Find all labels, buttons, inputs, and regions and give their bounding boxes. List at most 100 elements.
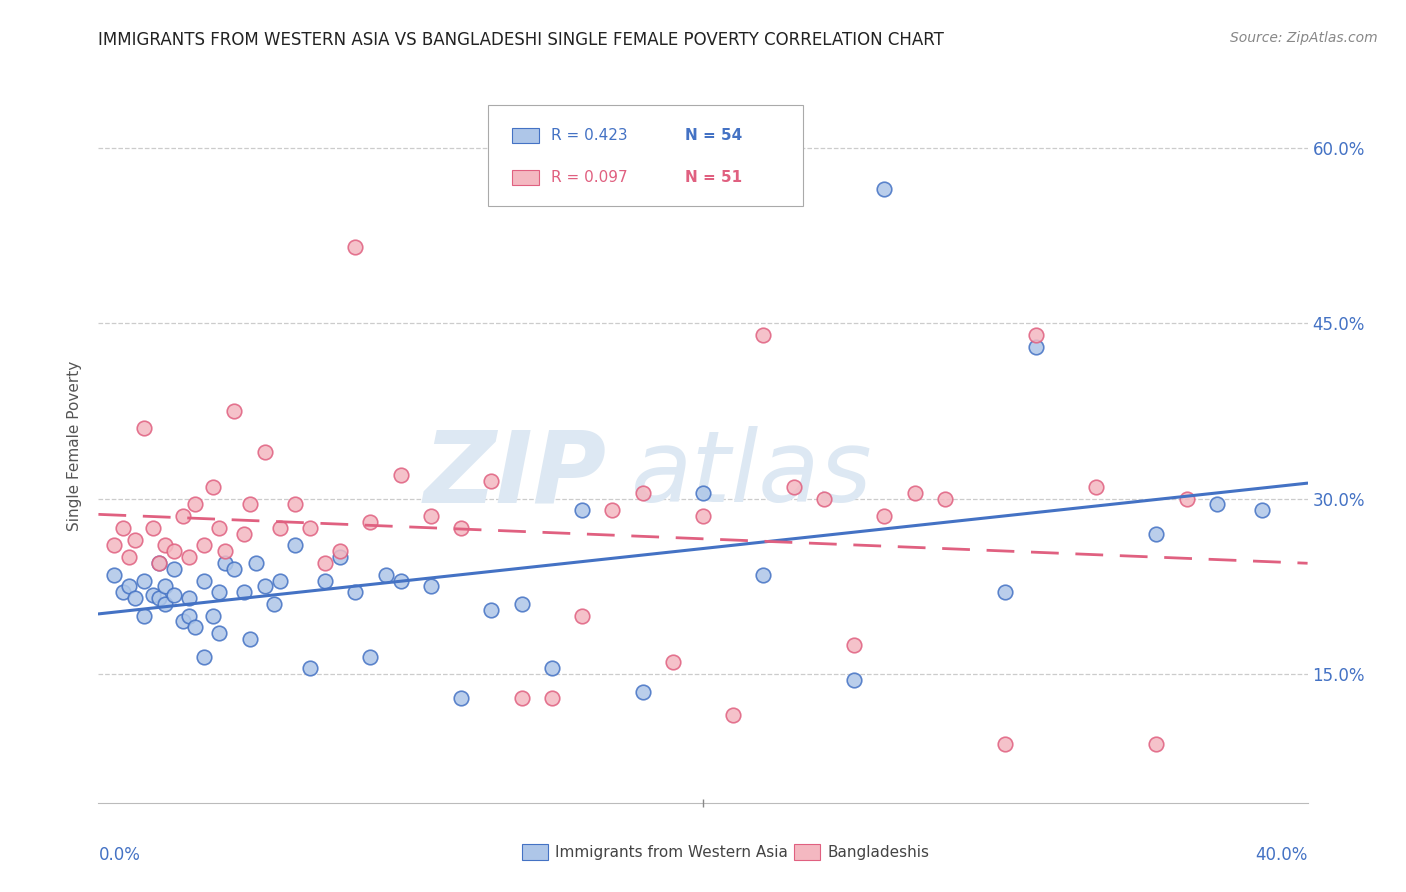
Point: [142, 588, 165, 602]
Point: [179, 550, 201, 565]
Point: [253, 445, 276, 459]
Point: [602, 503, 624, 517]
Point: [193, 649, 215, 664]
Point: [723, 708, 745, 723]
Point: [172, 509, 194, 524]
Point: [245, 556, 267, 570]
Point: [224, 404, 246, 418]
Point: [179, 608, 201, 623]
Point: [481, 474, 503, 488]
Point: [111, 585, 134, 599]
Text: IMMIGRANTS FROM WESTERN ASIA VS BANGLADESHI SINGLE FEMALE POVERTY CORRELATION CH: IMMIGRANTS FROM WESTERN ASIA VS BANGLADE…: [98, 31, 945, 49]
Text: 40.0%: 40.0%: [1256, 846, 1308, 863]
Point: [103, 538, 125, 552]
Text: R = 0.097: R = 0.097: [551, 170, 627, 185]
Point: [360, 515, 382, 529]
Point: [103, 567, 125, 582]
Point: [631, 684, 654, 698]
Point: [873, 509, 896, 524]
Point: [994, 737, 1017, 751]
Point: [111, 521, 134, 535]
Point: [752, 327, 775, 342]
Point: [202, 608, 225, 623]
Point: [224, 562, 246, 576]
Point: [692, 485, 714, 500]
Point: [172, 615, 194, 629]
Point: [163, 544, 186, 558]
Point: [329, 550, 352, 565]
Point: [208, 585, 231, 599]
Point: [813, 491, 835, 506]
FancyBboxPatch shape: [512, 128, 538, 144]
Point: [153, 597, 176, 611]
Point: [360, 649, 382, 664]
Point: [344, 585, 367, 599]
Point: [163, 588, 186, 602]
Point: [202, 480, 225, 494]
FancyBboxPatch shape: [512, 169, 538, 186]
Point: [148, 591, 170, 605]
Point: [132, 574, 155, 588]
Point: [214, 556, 236, 570]
Text: R = 0.423: R = 0.423: [551, 128, 627, 143]
Point: [389, 468, 412, 483]
FancyBboxPatch shape: [793, 844, 820, 860]
Text: atlas: atlas: [630, 426, 872, 523]
Point: [314, 556, 336, 570]
Point: [510, 597, 533, 611]
Point: [132, 608, 155, 623]
Point: [540, 661, 562, 675]
Point: [374, 567, 396, 582]
Point: [118, 550, 141, 565]
Point: [571, 608, 593, 623]
Point: [344, 240, 367, 254]
Point: [148, 556, 170, 570]
Point: [934, 491, 956, 506]
Point: [904, 485, 927, 500]
Point: [299, 521, 322, 535]
Point: [510, 690, 533, 705]
Point: [1024, 327, 1046, 342]
Point: [873, 181, 896, 195]
Point: [239, 632, 262, 646]
Point: [299, 661, 322, 675]
Point: [752, 567, 775, 582]
Point: [994, 585, 1017, 599]
Text: 0.0%: 0.0%: [98, 846, 141, 863]
Point: [142, 521, 165, 535]
Y-axis label: Single Female Poverty: Single Female Poverty: [67, 361, 83, 531]
Point: [844, 673, 866, 687]
Point: [450, 521, 472, 535]
Point: [214, 544, 236, 558]
Point: [481, 603, 503, 617]
Point: [844, 638, 866, 652]
Point: [184, 498, 207, 512]
Point: [450, 690, 472, 705]
Point: [118, 579, 141, 593]
Point: [284, 538, 307, 552]
Point: [148, 556, 170, 570]
Point: [153, 538, 176, 552]
Point: [232, 585, 254, 599]
Point: [1024, 340, 1046, 354]
Point: [284, 498, 307, 512]
Point: [179, 591, 201, 605]
Point: [692, 509, 714, 524]
Text: Source: ZipAtlas.com: Source: ZipAtlas.com: [1230, 31, 1378, 45]
Point: [420, 579, 443, 593]
Text: N = 51: N = 51: [685, 170, 742, 185]
Point: [208, 626, 231, 640]
Point: [1206, 498, 1229, 512]
Point: [1144, 737, 1167, 751]
Point: [662, 656, 685, 670]
Point: [153, 579, 176, 593]
Point: [269, 574, 291, 588]
Point: [420, 509, 443, 524]
Point: [132, 421, 155, 435]
Point: [571, 503, 593, 517]
Point: [253, 579, 276, 593]
Text: N = 54: N = 54: [685, 128, 742, 143]
Point: [124, 533, 146, 547]
Point: [163, 562, 186, 576]
Point: [239, 498, 262, 512]
